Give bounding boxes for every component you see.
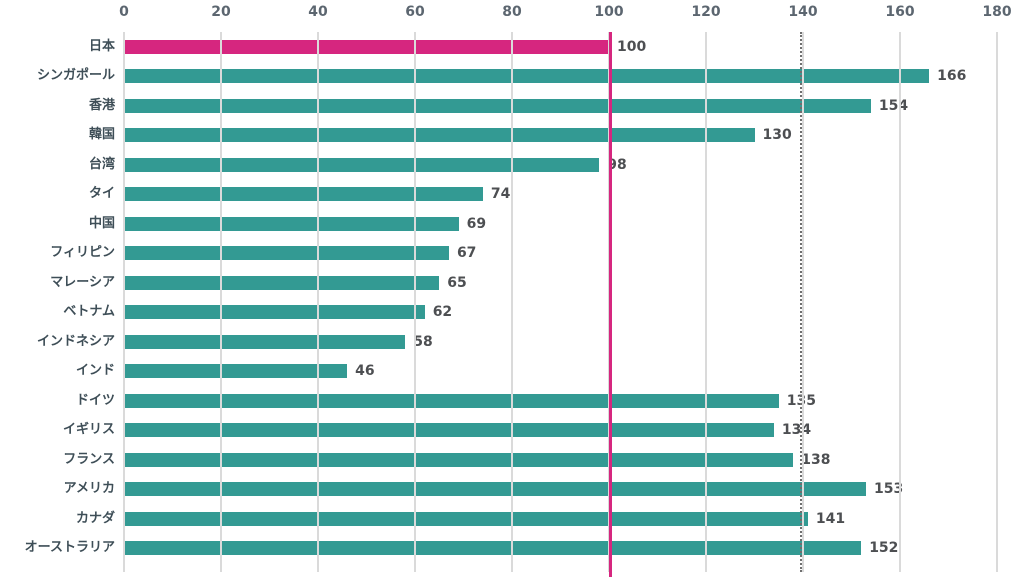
x-axis-tick-label: 60 — [405, 4, 425, 20]
gridline-x-140 — [802, 32, 804, 572]
bar — [124, 512, 808, 526]
bar-value-label: 138 — [801, 452, 831, 468]
bar — [124, 482, 867, 496]
category-label: ベトナム — [63, 304, 115, 319]
bar-value-label: 74 — [490, 186, 511, 202]
bar — [124, 541, 862, 555]
category-label: インド — [75, 363, 115, 378]
category-label: イギリス — [62, 422, 115, 437]
category-label: 台湾 — [88, 157, 115, 172]
bar-value-label: 67 — [456, 245, 477, 261]
bar — [124, 364, 348, 378]
x-axis-tick-label: 20 — [211, 4, 231, 20]
bar — [124, 335, 406, 349]
category-label: ドイツ — [75, 393, 115, 408]
bar-value-label: 58 — [413, 334, 433, 350]
bar — [124, 453, 794, 467]
bar-value-label: 46 — [355, 363, 375, 379]
gridline-x-80 — [511, 32, 513, 572]
gridline-x-180 — [996, 32, 998, 572]
bar — [124, 394, 779, 408]
gridline-x-120 — [705, 32, 707, 572]
bar-value-label: 65 — [447, 275, 467, 291]
bar-value-label: 98 — [607, 157, 627, 173]
bar-value-label: 130 — [762, 127, 792, 143]
bar-value-label: 69 — [466, 216, 487, 232]
bar — [124, 305, 425, 319]
x-axis-tick-label: 160 — [885, 4, 915, 20]
category-label: 韓国 — [88, 127, 115, 142]
gridline-x-40 — [317, 32, 319, 572]
gridline-x-20 — [220, 32, 222, 572]
reference-line-100 — [609, 32, 612, 577]
bar — [124, 187, 483, 201]
category-label: 日本 — [88, 39, 115, 54]
bar-value-label: 166 — [937, 68, 967, 84]
bar-value-label: 152 — [869, 540, 899, 556]
category-label: アメリカ — [63, 481, 115, 496]
category-label: シンガポール — [36, 68, 115, 83]
category-label: フィリピン — [50, 245, 115, 260]
x-axis-tick-label: 0 — [119, 4, 129, 20]
category-label: オーストラリア — [24, 540, 115, 555]
category-label: カナダ — [75, 511, 115, 526]
reference-line-140-dotted — [800, 32, 802, 572]
gridline-x-60 — [414, 32, 416, 572]
bar — [124, 40, 609, 54]
gridline-x-160 — [899, 32, 901, 572]
category-label: マレーシア — [50, 275, 115, 290]
x-axis-tick-label: 40 — [308, 4, 328, 20]
x-axis-tick-label: 140 — [788, 4, 818, 20]
bar — [124, 158, 600, 172]
x-axis-tick-label: 80 — [502, 4, 522, 20]
category-label: タイ — [88, 186, 115, 201]
category-label: 香港 — [88, 98, 115, 113]
bar-value-label: 141 — [815, 511, 846, 527]
category-label: フランス — [63, 452, 115, 467]
bar-value-label: 154 — [878, 98, 909, 114]
bar — [124, 99, 871, 113]
category-label: インドネシア — [36, 334, 115, 349]
category-label: 中国 — [88, 216, 115, 231]
bar — [124, 69, 930, 83]
x-axis-tick-label: 180 — [982, 4, 1012, 20]
x-axis-tick-label: 100 — [594, 4, 624, 20]
bar-value-label: 62 — [432, 304, 453, 320]
bar-value-label: 153 — [874, 481, 904, 497]
bar — [124, 246, 449, 260]
bar-value-label: 100 — [617, 39, 647, 55]
x-axis-tick-label: 120 — [691, 4, 721, 20]
bar-value-label: 134 — [781, 422, 812, 438]
bar — [124, 217, 459, 231]
bar — [124, 276, 440, 290]
gridline-x-0 — [123, 32, 125, 572]
bar — [124, 128, 755, 142]
